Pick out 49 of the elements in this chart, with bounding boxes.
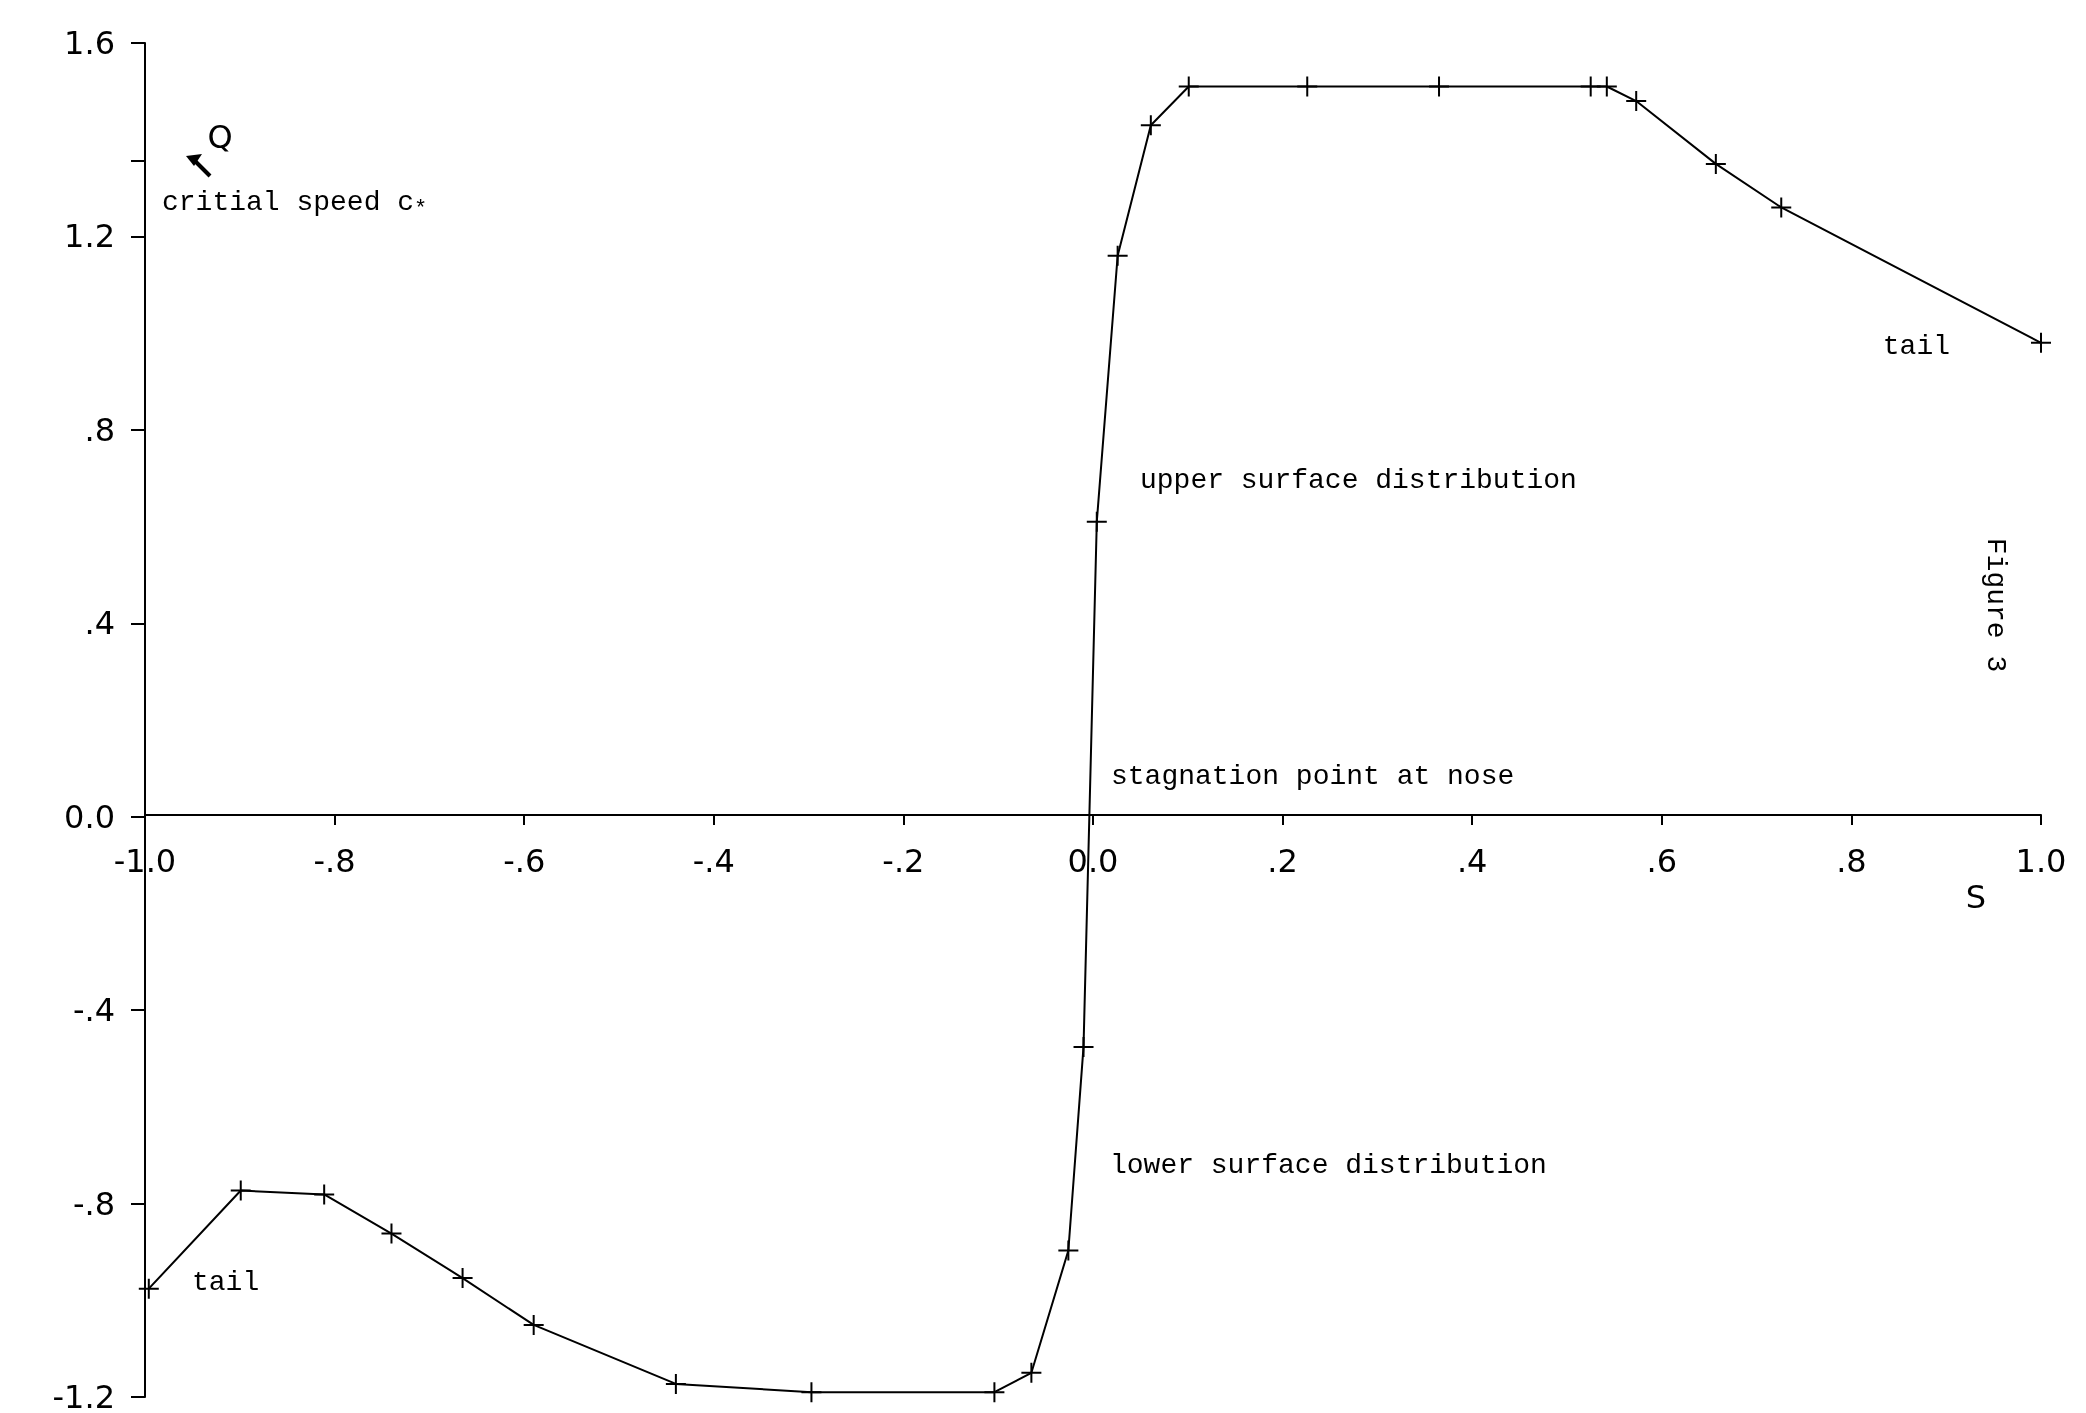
x-tick-label: .2 [1267, 842, 1298, 880]
annotation: critial speed c* [162, 186, 428, 222]
point [1178, 76, 1199, 97]
x-axis-title: S [1965, 877, 1987, 916]
point [381, 1223, 402, 1244]
point [1771, 197, 1792, 218]
point [1086, 511, 1107, 532]
x-tick-label: .6 [1646, 842, 1678, 880]
point [984, 1382, 1005, 1403]
point [1140, 115, 1161, 136]
x-tick-label: -.8 [313, 842, 356, 880]
point [801, 1382, 822, 1403]
x-tick-label: -.2 [882, 842, 925, 880]
x-tick-label: -.6 [503, 842, 546, 880]
point [138, 1278, 159, 1299]
point [2031, 332, 2051, 353]
y-tick-label: .4 [84, 604, 115, 643]
x-tick-label: .8 [1836, 842, 1867, 880]
annotation: Figure 3 [1979, 537, 2011, 673]
point [1705, 153, 1726, 174]
x-tick-label: -.4 [692, 842, 735, 880]
y-tick-label: -.4 [72, 991, 115, 1030]
annotation: upper surface distribution [1140, 464, 1577, 496]
point [1058, 1240, 1079, 1261]
x-tick-label: .4 [1456, 842, 1488, 880]
y-tick-label: 0.0 [64, 797, 115, 836]
point [314, 1184, 335, 1205]
point [523, 1314, 544, 1335]
y-tick-label: 1.6 [64, 24, 115, 62]
point [1297, 76, 1318, 97]
point [1073, 1036, 1094, 1057]
y-tick-label: -.8 [72, 1184, 115, 1223]
point [230, 1180, 251, 1201]
point [1107, 245, 1128, 266]
annotation: tail [192, 1266, 260, 1298]
point [452, 1268, 473, 1289]
point [1596, 76, 1617, 97]
point [1021, 1362, 1042, 1383]
x-tick-label: 1.0 [2015, 842, 2067, 880]
annotation: stagnation point at nose [1111, 761, 1515, 793]
annotation: lower surface distribution [1110, 1149, 1547, 1181]
y-tick-label: 1.2 [64, 217, 115, 256]
y-axis-title: Q [207, 118, 233, 156]
point [665, 1373, 686, 1394]
annotation: tail [1882, 330, 1950, 362]
y-tick-label: .8 [84, 410, 115, 449]
y-tick-label: -1.2 [52, 1378, 115, 1413]
point [1429, 76, 1450, 97]
point [1626, 91, 1647, 112]
